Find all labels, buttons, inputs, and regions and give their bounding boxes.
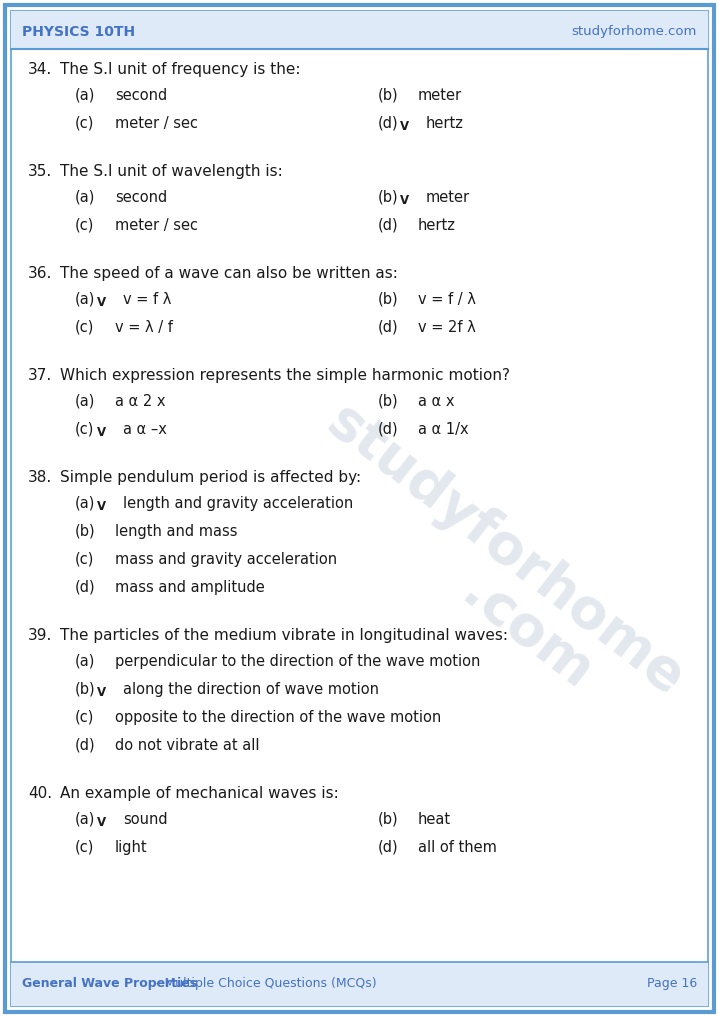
Text: (c): (c): [75, 320, 94, 335]
Text: (b): (b): [378, 190, 398, 205]
Text: (d): (d): [378, 116, 398, 131]
Text: opposite to the direction of the wave motion: opposite to the direction of the wave mo…: [115, 710, 441, 725]
FancyBboxPatch shape: [5, 5, 714, 1012]
Text: 38.: 38.: [28, 470, 52, 485]
Text: (d): (d): [378, 218, 398, 233]
Text: The speed of a wave can also be written as:: The speed of a wave can also be written …: [60, 266, 398, 281]
Text: (b): (b): [378, 88, 398, 103]
Text: studyforhome.com: studyforhome.com: [572, 25, 697, 39]
Text: (a): (a): [75, 394, 96, 409]
Text: V: V: [97, 296, 106, 308]
Text: - Multiple Choice Questions (MCQs): - Multiple Choice Questions (MCQs): [152, 977, 377, 991]
Text: (c): (c): [75, 552, 94, 567]
Text: (b): (b): [378, 812, 398, 827]
Text: Page 16: Page 16: [647, 977, 697, 991]
Text: The S.I unit of frequency is the:: The S.I unit of frequency is the:: [60, 62, 301, 77]
Text: sound: sound: [123, 812, 168, 827]
Text: mass and gravity acceleration: mass and gravity acceleration: [115, 552, 337, 567]
FancyBboxPatch shape: [11, 962, 708, 1006]
Text: length and mass: length and mass: [115, 524, 237, 539]
Text: a α 1/x: a α 1/x: [418, 422, 469, 437]
Text: meter: meter: [418, 88, 462, 103]
Text: (d): (d): [75, 580, 96, 595]
Text: 39.: 39.: [28, 629, 52, 643]
Text: length and gravity acceleration: length and gravity acceleration: [123, 496, 353, 511]
Text: V: V: [97, 499, 106, 513]
Text: (d): (d): [378, 422, 398, 437]
Text: (b): (b): [75, 524, 96, 539]
Text: 37.: 37.: [28, 368, 52, 383]
Text: V: V: [400, 120, 409, 132]
Text: studyforhome
       .com: studyforhome .com: [285, 395, 695, 745]
Text: hertz: hertz: [426, 116, 464, 131]
Text: (a): (a): [75, 654, 96, 669]
Text: heat: heat: [418, 812, 451, 827]
Text: a α –x: a α –x: [123, 422, 167, 437]
Text: V: V: [400, 193, 409, 206]
Text: a α 2 x: a α 2 x: [115, 394, 165, 409]
Text: The S.I unit of wavelength is:: The S.I unit of wavelength is:: [60, 164, 283, 179]
Text: v = 2f λ: v = 2f λ: [418, 320, 476, 335]
Text: The particles of the medium vibrate in longitudinal waves:: The particles of the medium vibrate in l…: [60, 629, 508, 643]
Text: (a): (a): [75, 292, 96, 307]
Text: An example of mechanical waves is:: An example of mechanical waves is:: [60, 786, 339, 801]
Text: (d): (d): [378, 320, 398, 335]
Text: meter / sec: meter / sec: [115, 116, 198, 131]
FancyBboxPatch shape: [11, 11, 708, 1006]
Text: (d): (d): [75, 738, 96, 753]
Text: second: second: [115, 190, 168, 205]
Text: General Wave Properties: General Wave Properties: [22, 977, 197, 991]
Text: PHYSICS 10TH: PHYSICS 10TH: [22, 25, 135, 39]
Text: 35.: 35.: [28, 164, 52, 179]
Text: (a): (a): [75, 190, 96, 205]
Text: (c): (c): [75, 218, 94, 233]
Text: do not vibrate at all: do not vibrate at all: [115, 738, 260, 753]
Text: meter: meter: [426, 190, 470, 205]
Text: meter / sec: meter / sec: [115, 218, 198, 233]
Text: (c): (c): [75, 840, 94, 855]
Text: 34.: 34.: [28, 62, 52, 77]
FancyBboxPatch shape: [11, 11, 708, 49]
Text: (b): (b): [75, 682, 96, 697]
Text: (c): (c): [75, 422, 94, 437]
Text: 40.: 40.: [28, 786, 52, 801]
Text: v = f / λ: v = f / λ: [418, 292, 476, 307]
Text: V: V: [97, 425, 106, 438]
Text: all of them: all of them: [418, 840, 497, 855]
Text: (a): (a): [75, 88, 96, 103]
Text: Simple pendulum period is affected by:: Simple pendulum period is affected by:: [60, 470, 361, 485]
Text: mass and amplitude: mass and amplitude: [115, 580, 265, 595]
Text: light: light: [115, 840, 147, 855]
Text: V: V: [97, 816, 106, 829]
Text: (b): (b): [378, 292, 398, 307]
Text: (b): (b): [378, 394, 398, 409]
Text: (d): (d): [378, 840, 398, 855]
Text: (a): (a): [75, 812, 96, 827]
Text: hertz: hertz: [418, 218, 456, 233]
Text: along the direction of wave motion: along the direction of wave motion: [123, 682, 379, 697]
Text: (c): (c): [75, 710, 94, 725]
Text: V: V: [97, 685, 106, 699]
Text: second: second: [115, 88, 168, 103]
Text: a α x: a α x: [418, 394, 454, 409]
Text: 36.: 36.: [28, 266, 52, 281]
Text: perpendicular to the direction of the wave motion: perpendicular to the direction of the wa…: [115, 654, 480, 669]
Text: v = λ / f: v = λ / f: [115, 320, 173, 335]
Text: Which expression represents the simple harmonic motion?: Which expression represents the simple h…: [60, 368, 510, 383]
Text: v = f λ: v = f λ: [123, 292, 171, 307]
Text: (a): (a): [75, 496, 96, 511]
Text: (c): (c): [75, 116, 94, 131]
